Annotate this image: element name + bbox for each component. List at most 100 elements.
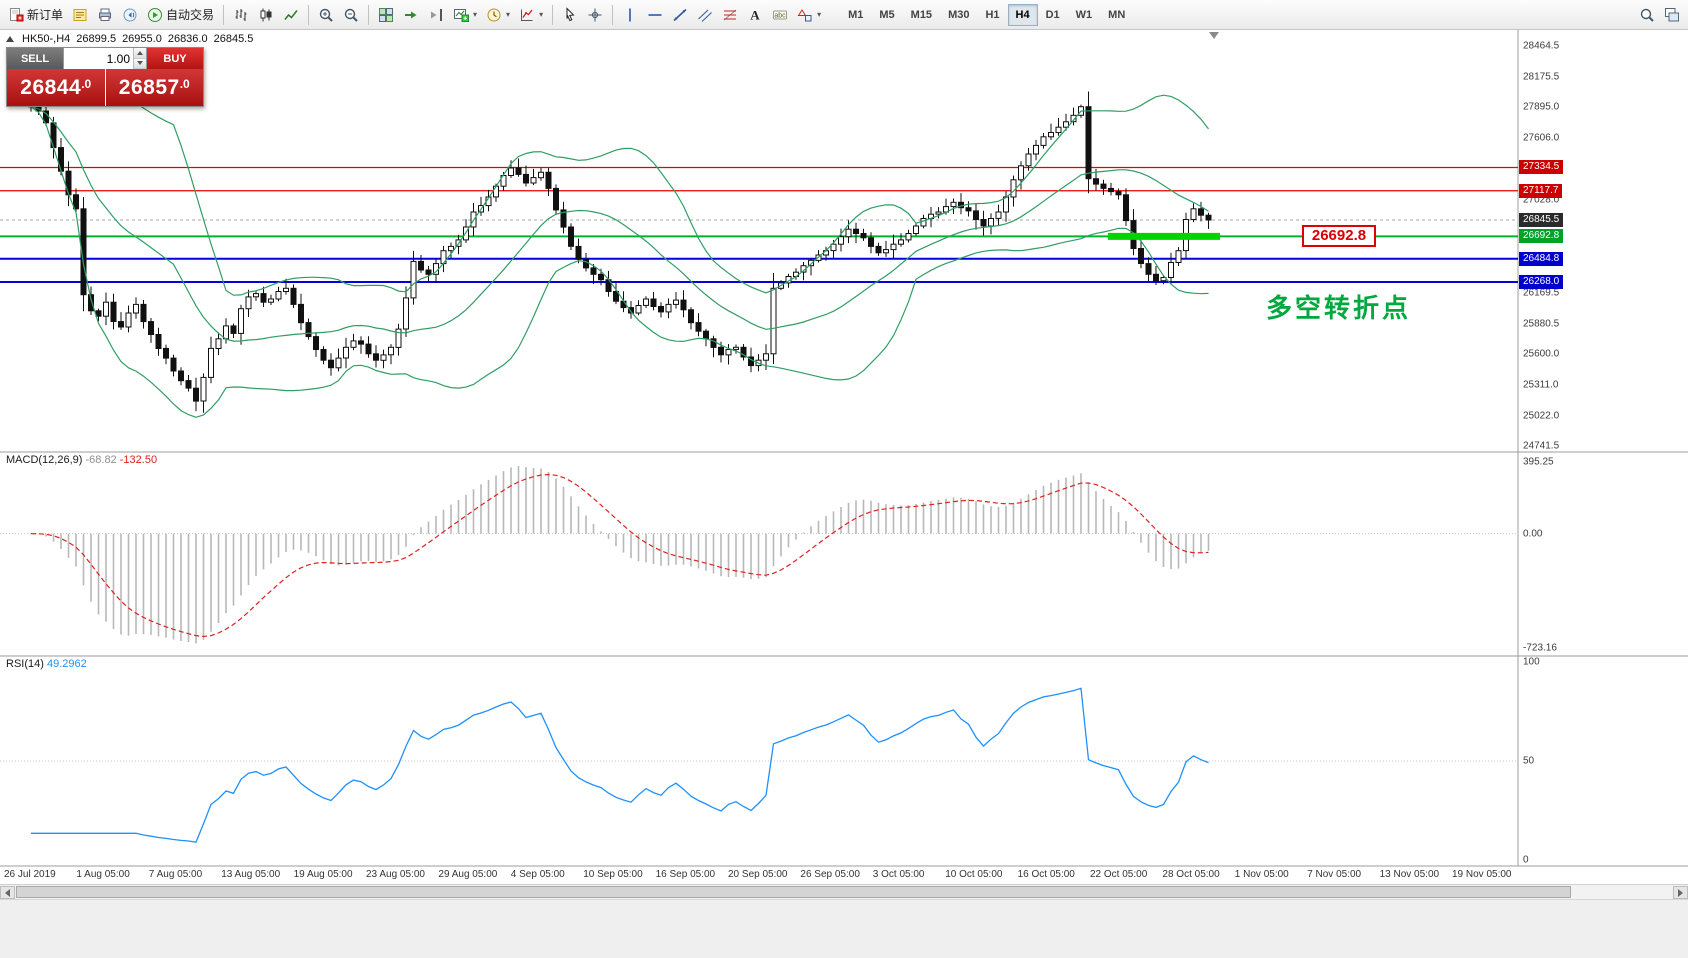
timeframe-h1-button[interactable]: H1 <box>977 4 1007 26</box>
one-click-price-row: 26844 .0 26857 .0 <box>7 69 203 106</box>
toolbar-alerts-button[interactable] <box>118 3 142 27</box>
toolbar-chart-shift-button[interactable] <box>424 3 448 27</box>
timeframe-m1-button[interactable]: M1 <box>840 4 871 26</box>
timeframe-w1-button[interactable]: W1 <box>1068 4 1101 26</box>
toolbar-equidistant-channel-button[interactable] <box>693 3 717 27</box>
toolbar-vertical-line-button[interactable] <box>618 3 642 27</box>
sell-button[interactable]: SELL <box>7 48 63 69</box>
macd-axis-label: -723.16 <box>1523 642 1557 654</box>
main-price-pane <box>0 70 1518 418</box>
price-axis-badge: 26845.5 <box>1519 213 1564 227</box>
chart-shift-marker[interactable] <box>1209 32 1219 39</box>
toolbar-metaeditor-button[interactable] <box>68 3 92 27</box>
macd-signal-line <box>30 473 1209 638</box>
scroll-left-button[interactable] <box>0 886 15 899</box>
toolbar-zoom-out-button[interactable] <box>339 3 363 27</box>
horizontal-line-icon <box>648 13 662 16</box>
price-axis-label: 28175.5 <box>1523 71 1560 83</box>
time-axis-label: 19 Aug 05:00 <box>293 869 353 880</box>
toolbar-cursor-button[interactable] <box>558 3 582 27</box>
new-order-icon <box>10 7 24 21</box>
one-click-collapse-toggle-icon[interactable] <box>6 36 14 42</box>
toolbar-fibonacci-retracement-button[interactable] <box>718 3 742 27</box>
price-axis-label: 27028.0 <box>1523 194 1560 206</box>
tile-windows-icon <box>379 7 394 22</box>
alerts-icon <box>123 8 137 21</box>
buy-price-value: 26857 <box>118 75 180 99</box>
time-axis-label: 1 Aug 05:00 <box>76 869 130 880</box>
bar-chart-icon <box>235 8 247 21</box>
scroll-right-button[interactable] <box>1673 886 1688 899</box>
timeframe-m30-button[interactable]: M30 <box>940 4 977 26</box>
time-axis-label: 13 Nov 05:00 <box>1379 869 1440 880</box>
time-axis-label: 13 Aug 05:00 <box>221 869 281 880</box>
horizontal-scrollbar[interactable] <box>0 884 1688 899</box>
toolbar-text-button[interactable]: A <box>743 3 767 27</box>
rsi-pane <box>0 687 1518 843</box>
toolbar-bar-chart-button[interactable] <box>229 3 253 27</box>
turning-point-annotation[interactable]: 多空转折点 <box>1266 293 1412 323</box>
ohlc-high: 26955.0 <box>122 33 162 45</box>
price-callout-annotation[interactable]: 26692.8 <box>1302 225 1376 247</box>
price-axis-badge: 27334.5 <box>1519 160 1564 175</box>
toolbar-line-chart-button[interactable] <box>279 3 303 27</box>
equidistant-channel-icon <box>698 9 712 22</box>
timeframe-mn-button[interactable]: MN <box>1100 4 1133 26</box>
toolbar-crosshair-button[interactable] <box>583 3 607 27</box>
toolbar-candlestick-chart-button[interactable] <box>254 3 278 27</box>
ohlc-close: 26845.5 <box>213 33 254 45</box>
macd-indicator-label: MACD(12,26,9) -68.82 -132.50 <box>6 454 157 466</box>
toolbar-auto-trading-button[interactable]: 自动交易 <box>143 3 218 27</box>
toolbar-indicators-list-button[interactable]: ▾ <box>515 3 547 27</box>
time-axis-label: 28 Oct 05:00 <box>1162 869 1220 880</box>
toolbar-horizontal-line-button[interactable] <box>643 3 667 27</box>
timeframe-h4-button[interactable]: H4 <box>1007 3 1038 26</box>
timeframe-m5-button[interactable]: M5 <box>871 4 902 26</box>
time-axis-label: 10 Oct 05:00 <box>945 869 1003 880</box>
price-axis-badge: 27117.7 <box>1519 183 1563 198</box>
rsi-axis-label: 100 <box>1523 656 1540 668</box>
candlestick-series <box>28 91 1212 413</box>
text-label-icon: abc <box>773 10 788 19</box>
zoom-in-icon <box>319 8 333 22</box>
timeframe-d1-button[interactable]: D1 <box>1038 4 1068 26</box>
toolbar-text-label-button[interactable]: abc <box>768 3 792 27</box>
toolbar-auto-scroll-button[interactable] <box>399 3 423 27</box>
one-click-top-row: SELL BUY <box>7 48 203 69</box>
price-axis-label: 26169.5 <box>1523 287 1560 299</box>
toolbar-open-windows-button[interactable] <box>1660 3 1684 27</box>
ohlc-open: 26899.5 <box>76 33 117 45</box>
symbol-ohlc-info: HK50-,H4 26899.5 26955.0 26836.0 26845.5 <box>6 33 253 45</box>
toolbar-zoom-in-button[interactable] <box>314 3 338 27</box>
auto-trading-icon <box>148 7 163 22</box>
price-axis-label: 25022.0 <box>1523 410 1560 422</box>
new-chart-icon <box>454 8 470 22</box>
sell-price-button[interactable]: 26844 .0 <box>7 69 105 106</box>
chart-area[interactable]: HK50-,H4 26899.5 26955.0 26836.0 26845.5… <box>0 30 1688 958</box>
toolbar-search-button[interactable] <box>1635 3 1659 27</box>
toolbar-new-chart-button[interactable]: ▾ <box>449 3 481 27</box>
volume-decrease-button[interactable] <box>134 58 146 69</box>
auto-scroll-icon <box>405 11 417 18</box>
toolbar-print-button[interactable] <box>93 3 117 27</box>
price-axis-label: 25880.5 <box>1523 318 1560 330</box>
timeframe-m15-button[interactable]: M15 <box>903 4 940 26</box>
toolbar-arrows-shapes-button[interactable]: ▾ <box>793 3 825 27</box>
dropdown-arrow-icon: ▾ <box>539 10 544 19</box>
toolbar-trendline-button[interactable] <box>668 3 692 27</box>
scrollbar-thumb[interactable] <box>16 886 1571 898</box>
volume-input[interactable] <box>64 48 133 69</box>
rsi-indicator-label: RSI(14) 49.2962 <box>6 658 87 670</box>
buy-button[interactable]: BUY <box>147 48 203 69</box>
toolbar-tile-windows-button[interactable] <box>374 3 398 27</box>
toolbar-new-order-button[interactable]: 新订单 <box>4 3 67 27</box>
buy-price-button[interactable]: 26857 .0 <box>105 69 203 106</box>
toolbar-profiles-button[interactable]: ▾ <box>482 3 514 27</box>
time-axis-label: 16 Oct 05:00 <box>1017 869 1075 880</box>
volume-increase-button[interactable] <box>134 48 146 59</box>
time-axis-label: 16 Sep 05:00 <box>655 869 716 880</box>
time-axis-label: 3 Oct 05:00 <box>872 869 925 880</box>
macd-pane <box>0 466 1518 644</box>
time-axis-label: 29 Aug 05:00 <box>438 869 498 880</box>
macd-name: MACD(12,26,9) <box>6 454 83 466</box>
